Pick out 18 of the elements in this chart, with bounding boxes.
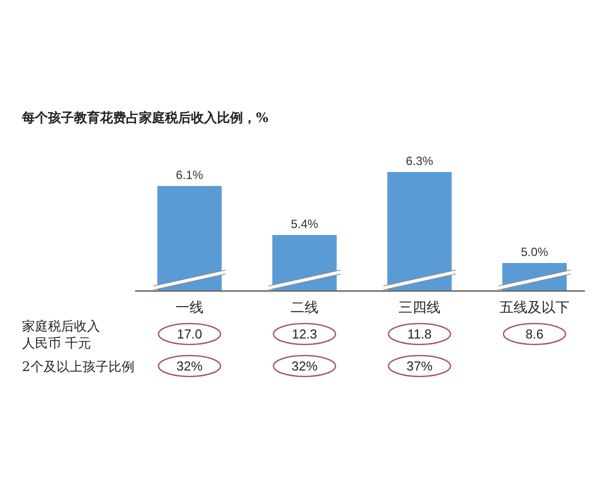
data-label: 5.4% [290,217,318,231]
table-value: 32% [176,358,203,374]
table-value: 17.0 [176,326,202,342]
table-value: 32% [291,358,318,374]
data-label: 5.0% [520,245,548,259]
row-label: 2个及以上孩子比例 [22,360,134,375]
x-tick-label: 三四线 [398,300,440,316]
x-tick-label: 五线及以下 [500,300,570,316]
table-value: 11.8 [407,326,432,342]
data-label: 6.3% [406,154,434,168]
x-tick-label: 二线 [290,300,318,316]
table-value: 12.3 [292,326,318,342]
table-value: 8.6 [525,326,544,342]
row-label: 家庭税后收入人民币 千元 [22,320,100,352]
title: 每个孩子教育花费占家庭税后收入比例，% [22,111,268,126]
x-tick-label: 一线 [176,300,204,316]
data-label: 6.1% [176,168,204,182]
table-value: 37% [406,358,433,374]
